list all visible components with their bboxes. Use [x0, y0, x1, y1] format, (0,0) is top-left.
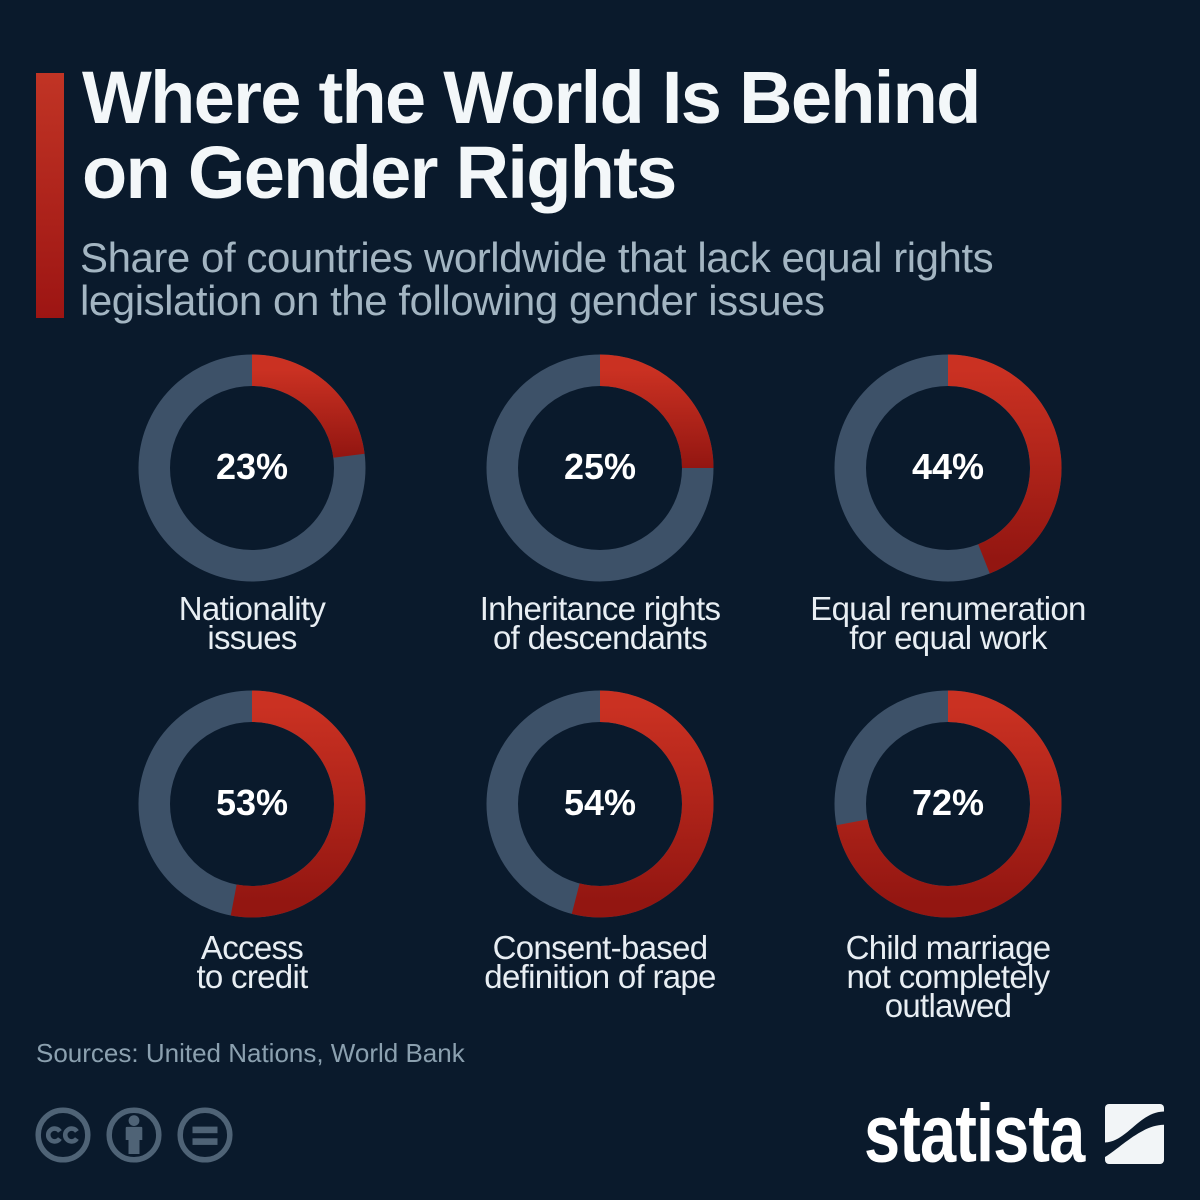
svg-text:25%: 25%	[564, 446, 636, 487]
svg-text:23%: 23%	[216, 446, 288, 487]
svg-text:72%: 72%	[912, 782, 984, 823]
svg-text:44%: 44%	[912, 446, 984, 487]
svg-text:53%: 53%	[216, 782, 288, 823]
svg-text:54%: 54%	[564, 782, 636, 823]
